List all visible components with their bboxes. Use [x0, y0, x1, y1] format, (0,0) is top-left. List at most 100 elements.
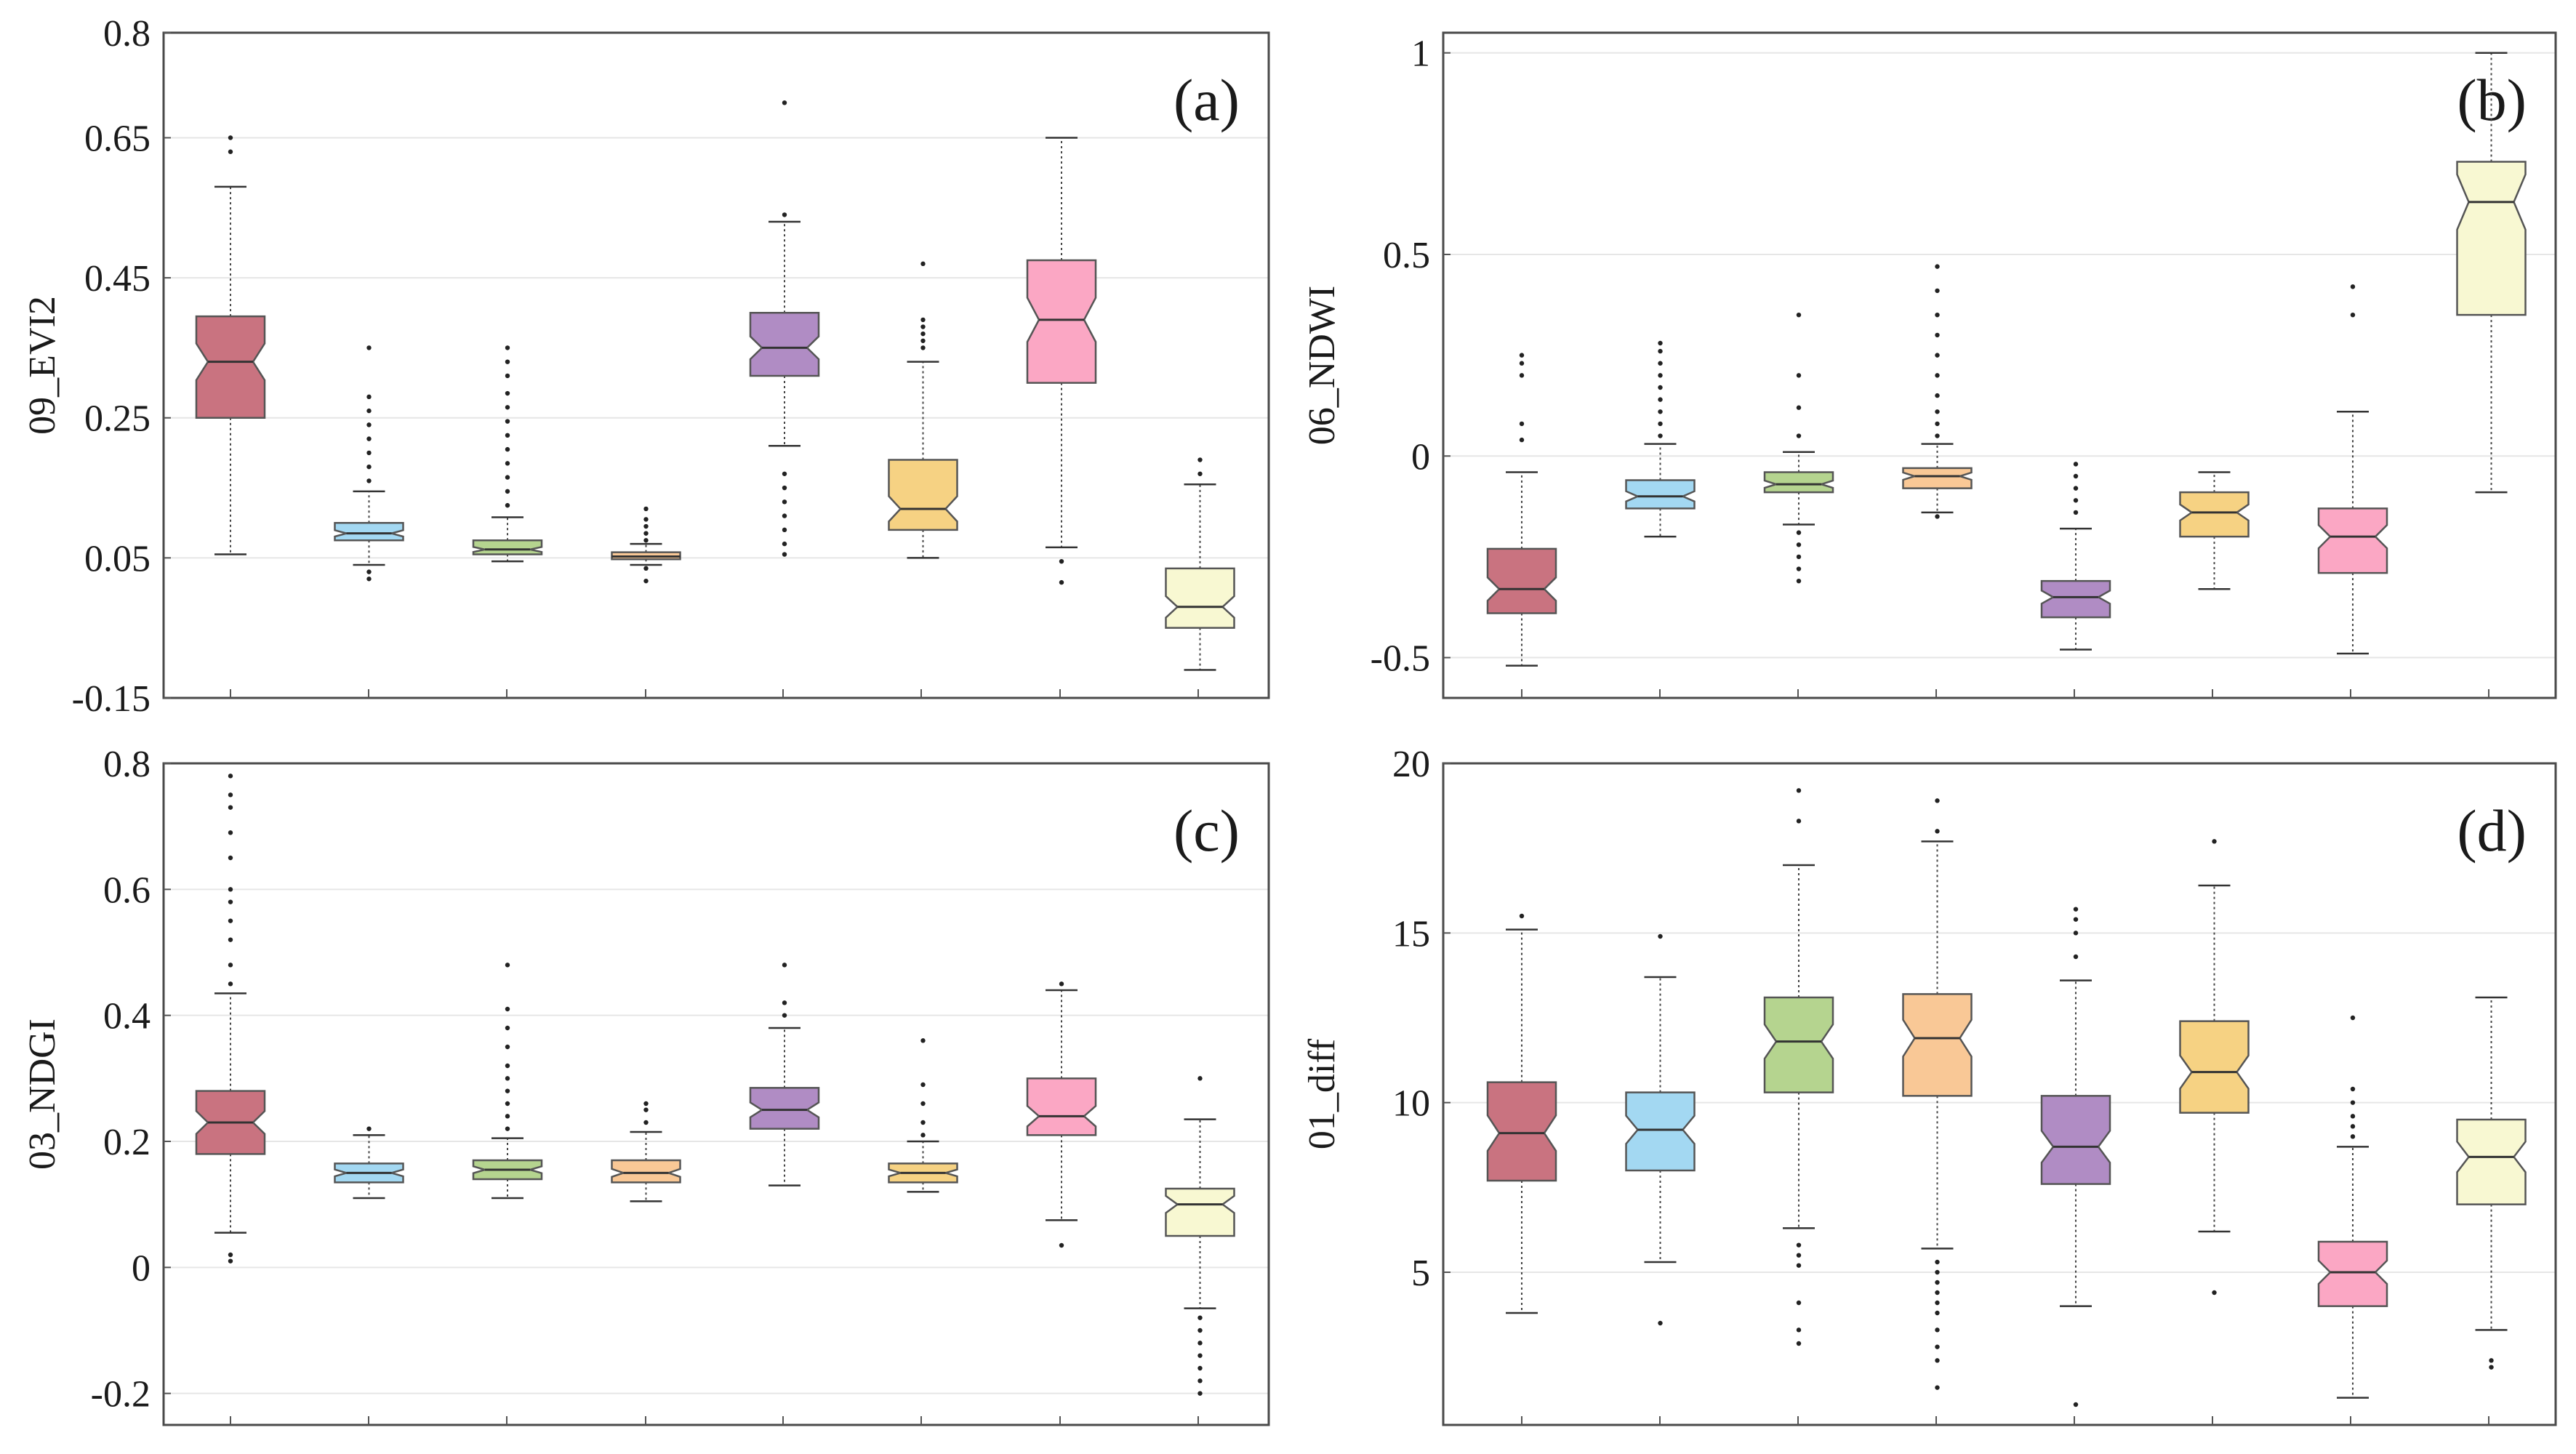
outlier-point: [505, 1114, 510, 1119]
box: [1165, 1187, 1235, 1237]
outlier-point: [1796, 373, 1802, 378]
box: [1026, 1077, 1097, 1136]
panel-label: (c): [1173, 798, 1240, 864]
outlier-point: [1059, 981, 1064, 987]
outlier-point: [505, 475, 510, 480]
outlier-point: [1796, 554, 1802, 560]
outlier-point: [1519, 421, 1525, 427]
outlier-point: [1197, 1353, 1203, 1358]
outlier-point: [2073, 907, 2079, 912]
outlier-point: [920, 317, 926, 323]
outlier-point: [505, 1101, 510, 1106]
box-group-7: [2317, 284, 2388, 655]
outlier-point: [505, 502, 510, 508]
y-axis-label: 01_diff: [1301, 1038, 1343, 1149]
panel-label: (a): [1173, 67, 1240, 133]
outlier-point: [505, 1063, 510, 1069]
outlier-point: [1197, 1315, 1203, 1320]
box-group-2: [334, 1126, 404, 1200]
box: [611, 1159, 681, 1184]
outlier-point: [643, 506, 649, 512]
outlier-point: [1935, 1344, 1940, 1349]
box-group-8: [2456, 996, 2527, 1370]
outlier-point: [2350, 1015, 2356, 1021]
outlier-point: [643, 531, 649, 536]
outlier-point: [2073, 917, 2079, 922]
outlier-point: [1935, 1269, 1940, 1275]
box: [1902, 993, 1973, 1097]
outlier-point: [1519, 361, 1525, 366]
outlier-point: [228, 792, 233, 798]
y-tick-label: 1: [1411, 33, 1430, 75]
outlier-point: [505, 390, 510, 396]
outlier-point: [643, 1101, 649, 1106]
y-axis-label: 03_NDGI: [22, 1019, 63, 1170]
outlier-point: [920, 261, 926, 267]
outlier-point: [505, 1076, 510, 1081]
outlier-point: [2350, 1100, 2356, 1105]
box: [334, 521, 404, 542]
outlier-point: [505, 489, 510, 494]
box-group-2: [1625, 933, 1696, 1326]
outlier-point: [920, 331, 926, 337]
outlier-point: [1658, 433, 1663, 438]
outlier-point: [782, 485, 787, 491]
box: [2179, 491, 2250, 538]
y-tick-label: -0.2: [91, 1374, 151, 1415]
outlier-point: [1935, 409, 1940, 414]
outlier-point: [505, 446, 510, 452]
box-group-5: [749, 963, 820, 1186]
box-group-8: [1165, 1076, 1235, 1396]
outlier-point: [2212, 1290, 2217, 1296]
outlier-point: [1935, 288, 1940, 294]
box-group-3: [1763, 312, 1834, 584]
y-axis-label: 09_EVI2: [22, 296, 63, 435]
outlier-point: [1935, 332, 1940, 338]
outlier-point: [366, 569, 372, 574]
outlier-point: [782, 499, 787, 505]
outlier-point: [1935, 393, 1940, 398]
box: [1902, 467, 1973, 489]
box-group-4: [611, 506, 681, 584]
box-group-5: [749, 100, 820, 557]
outlier-point: [228, 135, 233, 140]
panel-label: (d): [2457, 798, 2527, 864]
box-group-8: [2456, 52, 2527, 494]
outlier-point: [2350, 1086, 2356, 1092]
outlier-point: [366, 1126, 372, 1131]
outlier-point: [228, 149, 233, 154]
outlier-point: [1935, 433, 1940, 438]
box: [2456, 1118, 2527, 1205]
box-group-7: [1026, 137, 1097, 585]
box: [1026, 259, 1097, 384]
outlier-point: [505, 1044, 510, 1050]
y-tick-label: 15: [1392, 913, 1430, 955]
outlier-point: [1935, 1310, 1940, 1316]
outlier-point: [643, 566, 649, 571]
outlier-point: [2073, 486, 2079, 491]
outlier-point: [228, 805, 233, 810]
box-group-5: [2040, 462, 2111, 651]
outlier-point: [1796, 819, 1802, 824]
panel-c: -0.2 0 0.2 0.4 0.6 0.8 03_NDGI (c): [22, 744, 1270, 1426]
outlier-point: [782, 963, 787, 968]
outlier-point: [2350, 1114, 2356, 1119]
outlier-point: [505, 1126, 510, 1131]
outlier-point: [1935, 312, 1940, 318]
outlier-point: [920, 1101, 926, 1106]
box: [1763, 996, 1834, 1093]
box: [472, 539, 543, 555]
box-group-2: [1625, 340, 1696, 538]
outlier-point: [2073, 931, 2079, 936]
outlier-point: [782, 1000, 787, 1005]
box-group-4: [1902, 798, 1973, 1390]
outlier-point: [1796, 433, 1802, 438]
box: [2179, 1020, 2250, 1114]
outlier-point: [228, 963, 233, 968]
outlier-point: [1935, 1280, 1940, 1285]
box: [2317, 507, 2388, 574]
outlier-point: [1519, 373, 1525, 378]
outlier-point: [920, 1120, 926, 1125]
